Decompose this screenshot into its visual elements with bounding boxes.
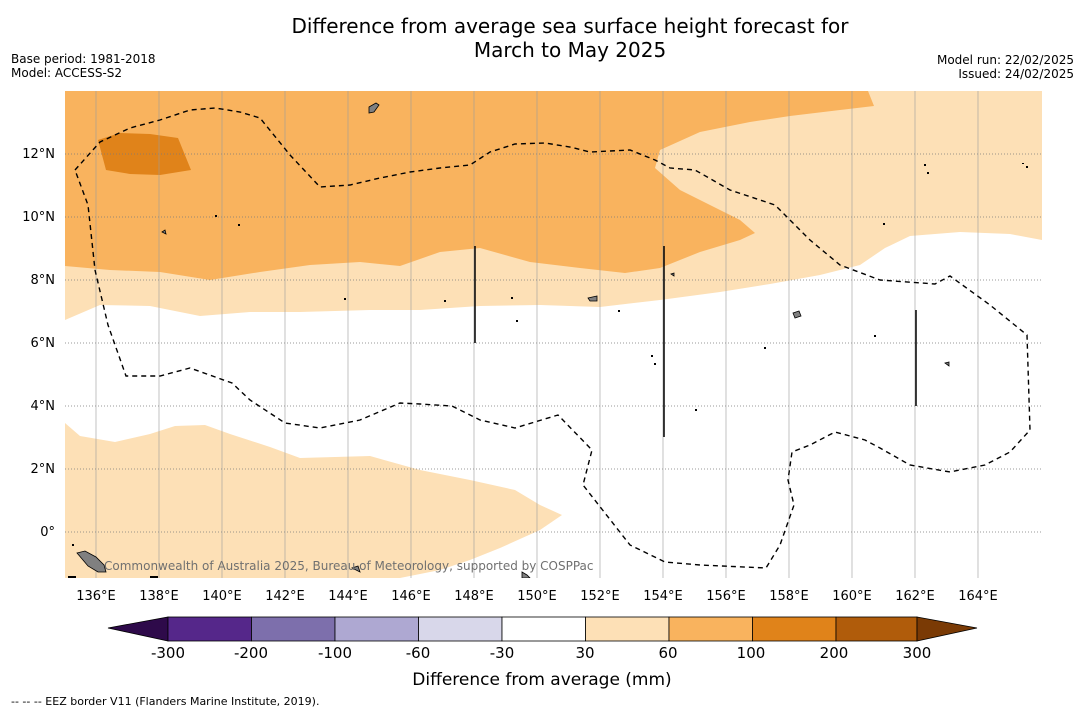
lat-label: 2°N	[31, 462, 56, 477]
lat-label: 0°	[40, 525, 55, 540]
lon-label: 136°E	[76, 589, 116, 604]
colorbar-bin	[501, 616, 586, 642]
lon-label: 158°E	[769, 589, 809, 604]
anomaly-region-60-100	[65, 91, 874, 280]
colorbar-tick-label: 60	[658, 644, 677, 662]
lon-label: 150°E	[517, 589, 557, 604]
eez-boundary-segments	[474, 246, 917, 437]
colorbar-extend-high	[916, 616, 978, 642]
colorbar-bin	[752, 616, 837, 642]
chart-title: Difference from average sea surface heig…	[0, 14, 1085, 62]
colorbar-tick-label: 30	[575, 644, 594, 662]
colorbar-bin	[334, 616, 419, 642]
colorbar-bin	[668, 616, 753, 642]
colorbar-bin	[418, 616, 503, 642]
lon-label: 156°E	[706, 589, 746, 604]
colorbar-tick-label: -60	[406, 644, 431, 662]
colorbar-bin	[835, 616, 918, 642]
title-line-2: March to May 2025	[473, 38, 667, 62]
colorbar-extend-low	[107, 616, 169, 642]
map-area: Commonwealth of Australia 2025, Bureau o…	[65, 91, 1042, 578]
colorbar-tick-label: -300	[151, 644, 185, 662]
eez-footnote: -- -- -- EEZ border V11 (Flanders Marine…	[11, 695, 320, 708]
model-run-text: Model run: 22/02/2025	[936, 53, 1074, 67]
colorbar	[107, 616, 978, 642]
colorbar-tick-label: -200	[234, 644, 268, 662]
island-feature	[161, 229, 167, 235]
anomaly-region-100-200	[98, 133, 191, 175]
island-feature	[670, 272, 675, 277]
small-islets	[68, 163, 1028, 578]
model-run-info: Model run: 22/02/2025 Issued: 24/02/2025	[937, 53, 1074, 81]
lat-label: 8°N	[31, 273, 56, 288]
colorbar-tick-label: 300	[903, 644, 932, 662]
lon-label: 140°E	[202, 589, 242, 604]
lon-label: 142°E	[265, 589, 305, 604]
lon-label: 144°E	[328, 589, 368, 604]
colorbar-tick-label: 100	[737, 644, 766, 662]
lat-label: 6°N	[31, 336, 56, 351]
island-feature	[350, 565, 361, 573]
lon-label: 152°E	[580, 589, 620, 604]
lat-label: 10°N	[22, 210, 55, 225]
island-feature	[76, 550, 107, 573]
longitude-labels: 136°E 138°E 140°E 142°E 144°E 146°E 148°…	[76, 589, 998, 604]
island-feature	[587, 295, 598, 302]
colorbar-tick-label: -30	[490, 644, 515, 662]
issued-text: Issued: 24/02/2025	[958, 67, 1074, 81]
island-feature	[368, 102, 380, 114]
lon-label: 154°E	[643, 589, 683, 604]
eez-border	[74, 107, 1031, 569]
island-feature	[792, 310, 802, 319]
lon-label: 160°E	[832, 589, 872, 604]
latitude-gridlines	[65, 153, 1042, 533]
colorbar-tick-label: -100	[318, 644, 352, 662]
lon-label: 146°E	[391, 589, 431, 604]
attribution-text: Commonwealth of Australia 2025, Bureau o…	[104, 559, 594, 573]
lon-label: 138°E	[139, 589, 179, 604]
title-line-1: Difference from average sea surface heig…	[291, 14, 849, 38]
latitude-labels: 12°N 10°N 8°N 6°N 4°N 2°N 0°	[22, 147, 55, 540]
lon-label: 148°E	[454, 589, 494, 604]
lon-label: 162°E	[895, 589, 935, 604]
colorbar-ticks: -300 -200 -100 -60 -30 30 60 100 200 300	[151, 644, 931, 662]
colorbar-title: Difference from average (mm)	[412, 670, 671, 690]
base-period-text: Base period: 1981-2018	[11, 52, 156, 66]
model-text: Model: ACCESS-S2	[11, 66, 123, 80]
anomaly-region-30-60-south	[65, 423, 562, 578]
lon-label: 164°E	[958, 589, 998, 604]
island-feature	[944, 361, 950, 367]
lat-label: 12°N	[22, 147, 55, 162]
lat-label: 4°N	[31, 399, 56, 414]
colorbar-tick-label: 200	[820, 644, 849, 662]
longitude-gridlines	[95, 91, 979, 578]
base-period-info: Base period: 1981-2018 Model: ACCESS-S2	[11, 52, 156, 80]
islands	[76, 102, 950, 578]
colorbar-bin	[167, 616, 252, 642]
island-feature	[521, 571, 531, 578]
colorbar-bin	[251, 616, 336, 642]
colorbar-bin	[585, 616, 670, 642]
